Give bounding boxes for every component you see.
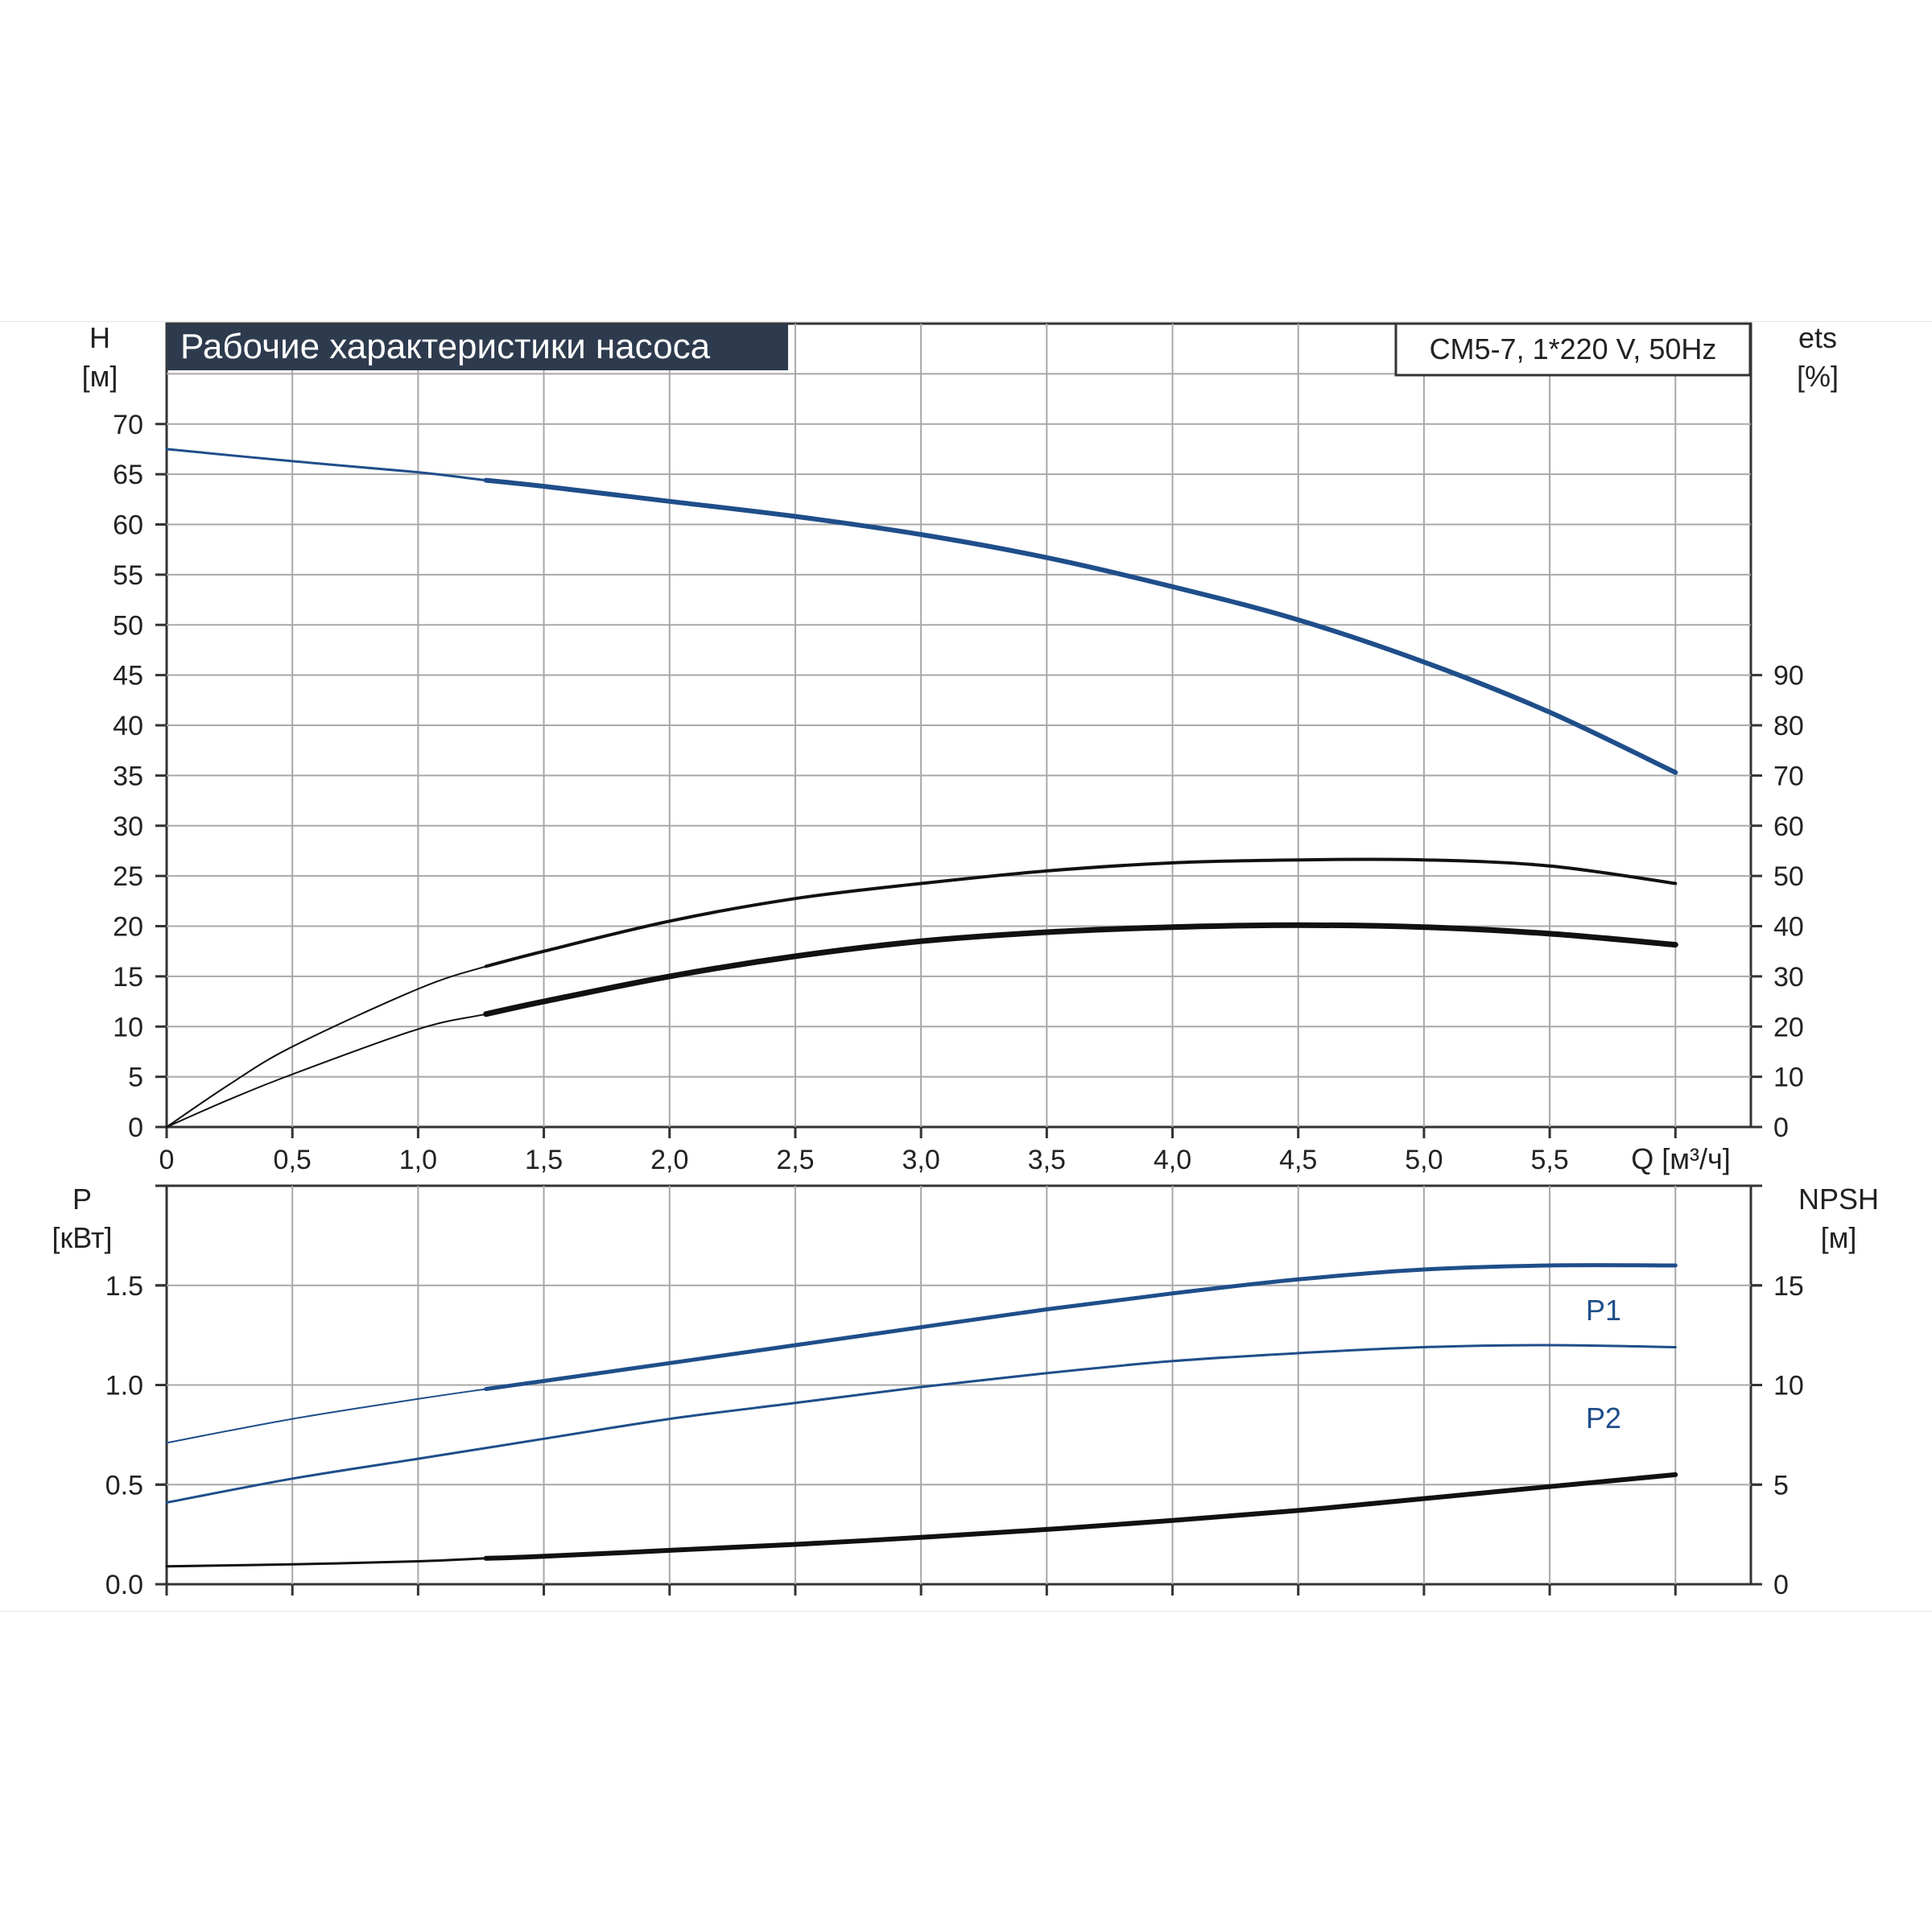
power-npsh-curves [165, 1263, 1678, 1568]
y2-tick-label: 60 [1773, 811, 1804, 842]
y2-tick-label: 15 [1773, 1271, 1804, 1302]
y2-tick-label: 20 [1773, 1012, 1804, 1042]
y-tick-label: 55 [113, 560, 143, 591]
x-tick-label: 0,5 [274, 1145, 312, 1175]
p2-curve-label: P2 [1586, 1402, 1621, 1435]
y-tick-label: 25 [113, 861, 143, 892]
head-operating-range [483, 477, 1678, 775]
x-tick-label: 2,5 [776, 1145, 814, 1175]
y2-tick-label: 90 [1773, 661, 1804, 691]
y-tick-label: 0 [128, 1113, 143, 1143]
x-tick-label: 5,0 [1405, 1145, 1443, 1175]
y-axis-unit-h: [м] [82, 360, 118, 393]
frame-top-line [0, 321, 1932, 322]
y2-tick-label: 50 [1773, 861, 1804, 892]
power-npsh-grid [167, 1186, 1751, 1584]
y-axis-label-h: H [89, 321, 110, 354]
model-label: CM5-7, 1*220 V, 50Hz [1430, 332, 1717, 365]
y-tick-label: 15 [113, 962, 143, 993]
y-tick-label: 20 [113, 912, 143, 943]
y-tick-label: 0.5 [105, 1470, 143, 1501]
x-tick-label: 1,0 [399, 1145, 437, 1175]
x-tick-label: 4,5 [1279, 1145, 1317, 1175]
chart-title: Рабочие характеристики насоса [180, 327, 711, 366]
p1-operating-range [484, 1263, 1678, 1391]
frame-bottom-line [0, 1611, 1932, 1612]
p2-curve [165, 1344, 1677, 1504]
head-efficiency-curves [165, 448, 1678, 1128]
y2-axis-label-ets: ets [1798, 321, 1837, 354]
x-tick-label: 3,5 [1028, 1145, 1066, 1175]
y-tick-label: 35 [113, 761, 143, 791]
y2-tick-label: 40 [1773, 912, 1804, 943]
y-tick-label: 70 [113, 410, 143, 440]
y2-axis-unit-percent: [%] [1797, 360, 1839, 393]
x-tick-label: 2,0 [650, 1145, 688, 1175]
y-tick-label: 10 [113, 1012, 143, 1042]
x-tick-label: 1,5 [525, 1145, 563, 1175]
y-tick-label: 30 [113, 811, 143, 842]
x-tick-label: 4,0 [1154, 1145, 1191, 1175]
y2-tick-label: 70 [1773, 761, 1804, 791]
y2-axis-label-npsh: NPSH [1798, 1183, 1879, 1216]
y-axis-label-p: P [72, 1183, 92, 1216]
efficiency-thick-operating-range [483, 922, 1678, 1018]
power-npsh-tick-labels: 0.0 0.5 1.0 1.5 0 5 10 15 [105, 1184, 1804, 1600]
y-tick-label: 60 [113, 510, 143, 541]
x-axis-label-q: Q [м³/ч] [1631, 1142, 1731, 1175]
y2-tick-label: 10 [1773, 1371, 1804, 1402]
y-tick-label: 5 [128, 1063, 143, 1093]
y2-tick-label: 0 [1773, 1570, 1789, 1600]
p1-curve-label: P1 [1586, 1294, 1621, 1327]
y-tick-label: 65 [113, 460, 143, 490]
y2-tick-label: 10 [1773, 1063, 1804, 1093]
chart-title-box [167, 324, 788, 370]
x-tick-label: 5,5 [1530, 1145, 1568, 1175]
head-efficiency-grid [167, 324, 1751, 1127]
y-axis-unit-kw: [кВт] [52, 1221, 112, 1254]
model-box [1394, 322, 1752, 377]
y2-tick-label: 80 [1773, 711, 1804, 741]
efficiency-thin-operating-range [484, 857, 1678, 968]
y-tick-label: 45 [113, 661, 143, 691]
y2-tick-label: 5 [1773, 1470, 1789, 1501]
y2-tick-label: 0 [1773, 1113, 1789, 1143]
y-tick-label: 1.0 [105, 1371, 143, 1402]
y-tick-label: 0.0 [105, 1570, 143, 1600]
y-tick-label: 40 [113, 711, 143, 741]
head-efficiency-tick-labels: 0 5 10 15 20 25 30 35 40 45 50 55 60 65 70 0 10 20 30 40 50 6… [113, 410, 1804, 1175]
y2-tick-label: 30 [1773, 962, 1804, 993]
npsh-operating-range [483, 1472, 1678, 1561]
y-tick-label: 1.5 [105, 1271, 143, 1302]
x-tick-label: 0 [159, 1145, 175, 1175]
y2-axis-unit-m: [м] [1821, 1221, 1857, 1254]
x-tick-label: 3,0 [902, 1145, 940, 1175]
y-tick-label: 50 [113, 610, 143, 641]
